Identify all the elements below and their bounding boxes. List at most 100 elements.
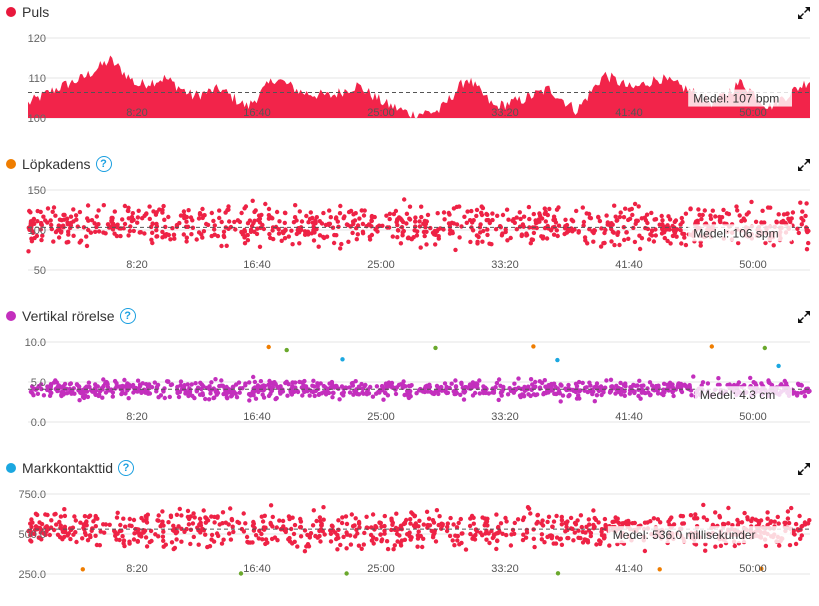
- data-point: [582, 537, 587, 542]
- y-tick-label: 500.0: [18, 529, 46, 541]
- data-point: [689, 393, 694, 398]
- data-point: [30, 520, 35, 525]
- data-point: [272, 381, 278, 386]
- data-point: [356, 543, 362, 548]
- expand-icon[interactable]: [797, 158, 811, 172]
- data-point: [68, 536, 73, 542]
- data-point: [480, 239, 485, 244]
- data-point: [514, 387, 519, 392]
- data-point: [750, 516, 755, 521]
- data-point: [639, 387, 645, 392]
- data-point: [799, 222, 804, 227]
- data-point: [540, 523, 546, 528]
- data-point: [98, 529, 103, 534]
- data-point: [506, 217, 511, 222]
- data-point: [260, 537, 265, 542]
- data-point: [250, 198, 255, 203]
- data-point: [144, 544, 150, 549]
- data-point: [299, 380, 305, 385]
- expand-icon[interactable]: [797, 6, 811, 20]
- data-point: [671, 522, 677, 527]
- data-point: [120, 383, 125, 389]
- data-point: [209, 537, 214, 542]
- data-point: [290, 380, 295, 385]
- data-point: [612, 203, 617, 208]
- data-point: [294, 218, 299, 223]
- data-point: [701, 515, 706, 520]
- data-point: [46, 526, 51, 532]
- expand-icon[interactable]: [797, 462, 811, 476]
- x-tick-label: 33:20: [491, 259, 519, 271]
- data-point: [678, 513, 683, 519]
- data-point: [472, 537, 478, 542]
- data-point: [247, 398, 252, 403]
- data-point: [713, 214, 718, 219]
- data-point: [112, 528, 117, 534]
- data-point: [224, 391, 229, 397]
- data-point: [431, 391, 437, 397]
- data-point: [225, 207, 230, 213]
- data-point: [39, 222, 44, 228]
- data-point: [135, 527, 140, 532]
- data-point: [114, 515, 120, 520]
- data-point: [398, 241, 404, 246]
- data-point: [708, 216, 714, 221]
- help-icon[interactable]: ?: [119, 308, 136, 324]
- x-tick-label: 41:40: [615, 411, 643, 423]
- data-point: [445, 524, 450, 530]
- data-point: [413, 521, 418, 526]
- data-point: [360, 221, 366, 227]
- data-point: [364, 514, 369, 519]
- data-point: [122, 543, 127, 549]
- data-point: [415, 544, 420, 549]
- data-point: [217, 215, 222, 221]
- data-point: [71, 532, 76, 537]
- data-point: [212, 232, 217, 237]
- help-icon[interactable]: ?: [118, 460, 135, 476]
- expand-icon[interactable]: [797, 310, 811, 324]
- data-point: [608, 389, 613, 394]
- data-point: [444, 386, 449, 391]
- data-point: [603, 227, 608, 233]
- data-point: [621, 382, 627, 388]
- data-point: [349, 512, 354, 517]
- data-point: [215, 514, 220, 519]
- data-point: [364, 392, 370, 397]
- help-icon[interactable]: ?: [95, 156, 112, 172]
- data-point: [566, 535, 571, 541]
- data-point: [504, 207, 510, 212]
- vertikal-title-text: Vertikal rörelse: [22, 308, 115, 324]
- data-point: [611, 230, 616, 235]
- data-point: [551, 381, 557, 386]
- data-point: [314, 215, 319, 220]
- data-point: [252, 229, 257, 234]
- data-point: [571, 538, 576, 543]
- data-point: [535, 519, 540, 525]
- x-tick-label: 50:00: [739, 563, 767, 575]
- data-point: [787, 218, 792, 223]
- data-point: [501, 384, 506, 390]
- data-point: [103, 381, 108, 386]
- data-point: [268, 520, 273, 526]
- x-tick-label: 33:20: [491, 107, 519, 119]
- data-point: [526, 204, 532, 210]
- data-point: [650, 383, 655, 388]
- data-point: [765, 205, 771, 210]
- data-point: [572, 530, 577, 535]
- data-point: [531, 230, 537, 236]
- data-point: [428, 225, 433, 231]
- data-point: [483, 531, 488, 536]
- data-point: [607, 543, 612, 548]
- data-point: [485, 523, 490, 528]
- data-point: [217, 522, 222, 527]
- data-point: [78, 520, 83, 525]
- data-point: [791, 528, 796, 533]
- data-point: [545, 388, 550, 393]
- data-point: [396, 228, 401, 233]
- data-point: [744, 212, 749, 217]
- data-point: [705, 381, 711, 386]
- data-point: [272, 535, 278, 540]
- data-point: [311, 378, 316, 383]
- data-point: [321, 210, 326, 216]
- data-point: [765, 510, 770, 515]
